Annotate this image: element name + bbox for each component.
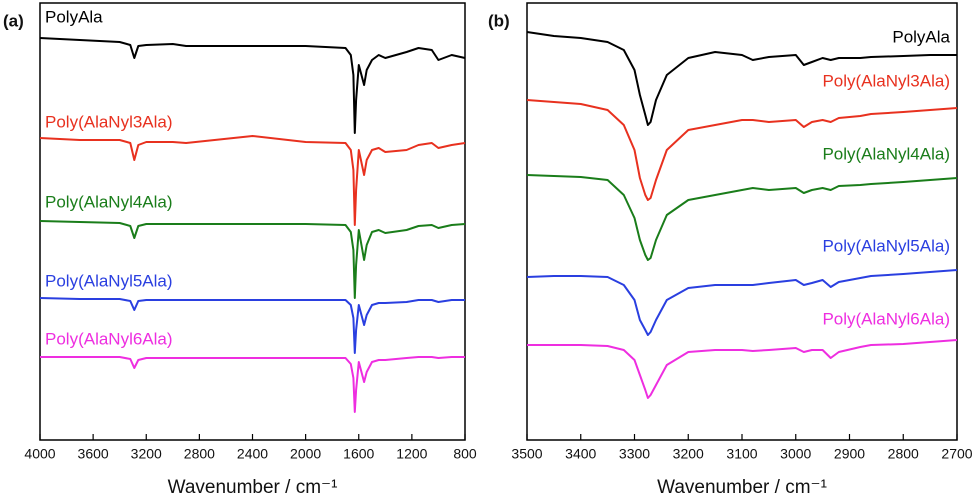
spectrum-line [526, 269, 958, 336]
series-label: Poly(AlaNyl4Ala) [45, 192, 173, 211]
x-tick-label: 3000 [780, 446, 811, 462]
series-label: Poly(AlaNyl6Ala) [822, 309, 950, 328]
plot-frame [39, 2, 466, 441]
panel-label: (b) [488, 11, 510, 30]
x-tick-label: 2800 [888, 446, 919, 462]
x-tick-label: 800 [453, 446, 477, 462]
x-tick-label: 1600 [343, 446, 374, 462]
spectrum-line [526, 31, 957, 126]
x-tick-label: 2800 [184, 446, 215, 462]
spectrum-line [527, 339, 958, 399]
spectrum-line [39, 37, 466, 134]
series-label: Poly(AlaNyl4Ala) [822, 144, 950, 163]
x-tick-label: 3100 [726, 446, 757, 462]
spectrum-line [39, 220, 466, 299]
x-tick-label: 2000 [290, 446, 321, 462]
x-tick-label: 3400 [565, 446, 596, 462]
series-label: Poly(AlaNyl3Ala) [45, 112, 173, 131]
spectrum-line [40, 356, 465, 413]
x-tick-label: 3200 [131, 446, 162, 462]
x-tick-label: 2700 [941, 446, 972, 462]
series-label: Poly(AlaNyl3Ala) [822, 71, 950, 90]
x-tick-label: 1200 [396, 446, 427, 462]
x-tick-label: 3200 [673, 446, 704, 462]
series-label: PolyAla [892, 27, 950, 46]
panel-label: (a) [3, 11, 24, 30]
plot-frame [526, 2, 958, 441]
spectrum-line [526, 174, 958, 261]
x-axis-label: Wavenumber / cm⁻¹ [168, 477, 338, 498]
x-tick-label: 3300 [619, 446, 650, 462]
x-tick-label: 3500 [511, 446, 542, 462]
spectrum-line [39, 135, 466, 226]
series-label: Poly(AlaNyl5Ala) [822, 236, 950, 255]
spectrum-line [526, 99, 958, 201]
x-tick-label: 2400 [237, 446, 268, 462]
x-tick-label: 3600 [78, 446, 109, 462]
x-tick-label: 2900 [834, 446, 865, 462]
series-label: PolyAla [45, 7, 103, 26]
series-label: Poly(AlaNyl6Ala) [45, 329, 173, 348]
x-axis-label: Wavenumber / cm⁻¹ [657, 477, 827, 498]
series-label: Poly(AlaNyl5Ala) [45, 271, 173, 290]
spectrum-line [39, 297, 465, 354]
x-tick-label: 4000 [24, 446, 55, 462]
